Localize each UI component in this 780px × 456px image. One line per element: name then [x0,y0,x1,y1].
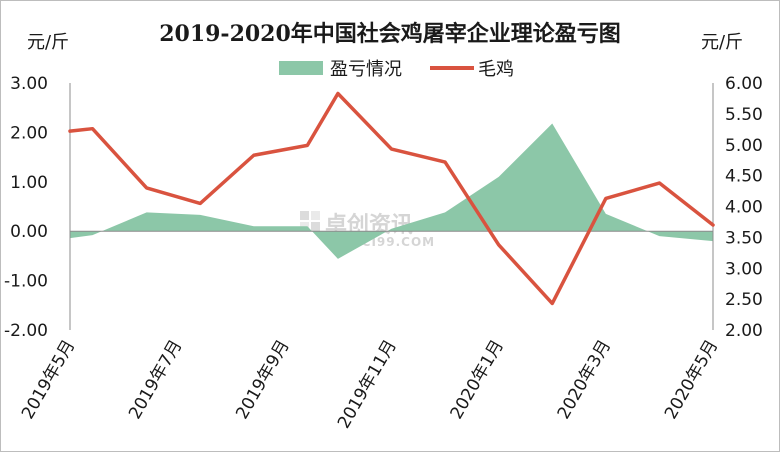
legend-swatch-area [279,61,323,75]
right-tick-label: 3.50 [725,228,763,248]
left-tick-label: -1.00 [4,272,48,292]
left-tick-label: 1.00 [10,173,48,193]
legend-label-line: 毛鸡 [478,59,514,80]
right-tick-label: 5.00 [725,136,763,156]
watermark-logo-block-4 [311,222,320,231]
chart-title: 2019-2020年中国社会鸡屠宰企业理论盈亏图 [159,21,621,47]
legend: 盈亏情况 毛鸡 [279,59,514,80]
right-tick-label: 2.00 [725,321,763,341]
right-axis-unit: 元/斤 [701,32,743,53]
right-tick-label: 2.50 [725,290,763,310]
right-tick-label: 4.50 [725,167,763,187]
right-tick-label: 3.00 [725,259,763,279]
left-axis-unit: 元/斤 [27,32,69,53]
left-tick-label: 0.00 [10,222,48,242]
watermark-logo-block-1 [300,211,309,220]
right-tick-labels: 6.00 5.50 5.00 4.50 4.00 3.50 3.00 2.50 2.00 [725,74,763,341]
left-tick-labels: 3.00 2.00 1.00 0.00 -1.00 -2.00 [4,74,48,341]
left-tick-label: 2.00 [10,123,48,143]
watermark-logo-block-2 [311,211,320,220]
profit-area [70,123,713,259]
chicken-price-line [68,91,715,306]
left-tick-label: -2.00 [4,321,48,341]
right-tick-label: 6.00 [725,74,763,94]
right-tick-label: 5.50 [725,105,763,125]
left-tick-label: 3.00 [10,74,48,94]
right-tick-label: 4.00 [725,198,763,218]
legend-label-area: 盈亏情况 [330,59,402,80]
